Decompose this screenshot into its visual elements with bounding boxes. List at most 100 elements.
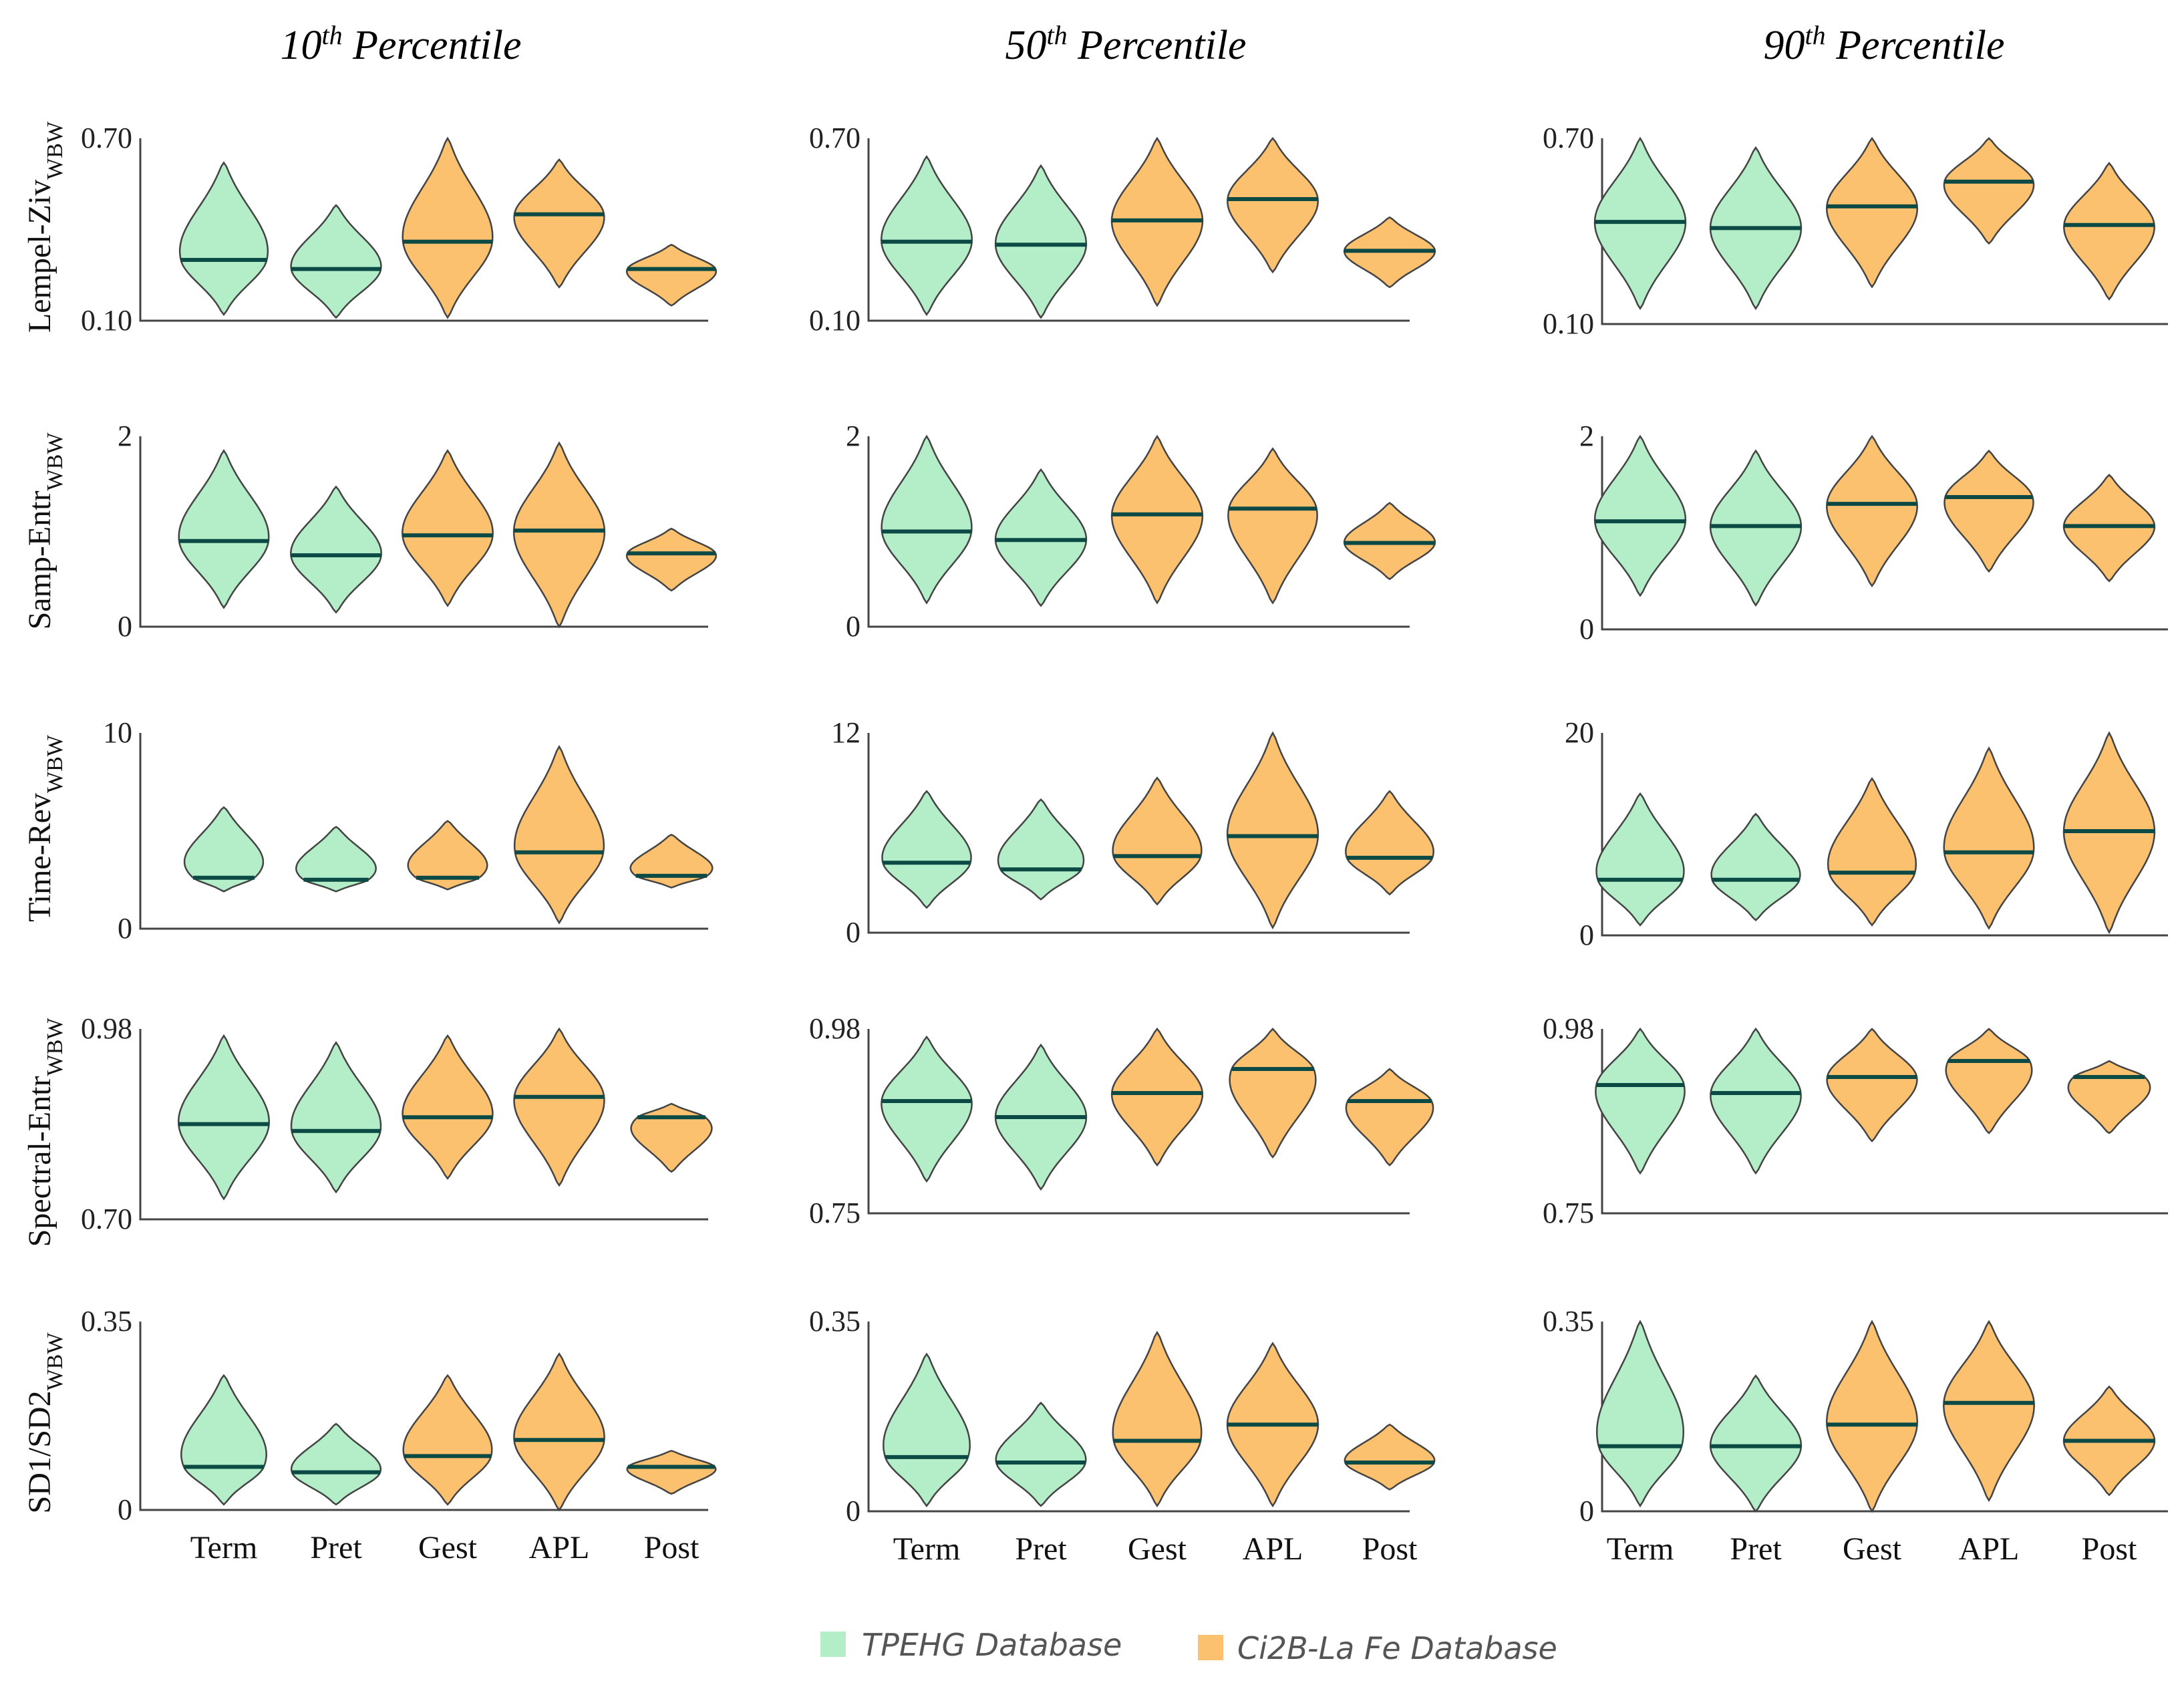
violin-post xyxy=(2067,1060,2151,1134)
panel-r4-c3: 0.98 0.75 xyxy=(1543,1012,2168,1229)
y-tick-label-top: 2 xyxy=(1579,420,1594,452)
y-tick-label-bottom: 0 xyxy=(118,1493,132,1526)
panel-axes xyxy=(867,1322,1410,1513)
violin-gest xyxy=(402,136,494,319)
category-label-apl: APL xyxy=(1959,1531,2020,1567)
violin-gest xyxy=(402,1374,493,1506)
violin-apl xyxy=(513,1027,605,1187)
panel-axes xyxy=(867,138,1410,322)
violin-gest xyxy=(1826,434,1918,588)
row-label-samp-entr: Samp-EntrWBW xyxy=(22,432,67,630)
violin-gest xyxy=(407,820,488,891)
category-label-post: Post xyxy=(1362,1531,1418,1567)
violin-term xyxy=(881,434,973,605)
panel-axes xyxy=(139,1029,708,1221)
panel-r2-c1: 20 xyxy=(118,420,718,643)
y-tick-label-top: 0.98 xyxy=(1543,1012,1594,1045)
violin-term xyxy=(880,155,973,317)
y-tick-label-top: 10 xyxy=(103,716,132,749)
panel-r3-c3: 20 0 xyxy=(1565,716,2168,951)
violin-apl xyxy=(1945,1028,2033,1134)
panel-axes xyxy=(867,733,1410,934)
violin-gest xyxy=(402,1034,494,1180)
y-tick-label-bottom: 0 xyxy=(1579,613,1594,645)
panel-r5-c3: 0.35 0 xyxy=(1543,1305,2168,1527)
panel-r1-c1: 0.70 0.10 xyxy=(81,122,718,337)
category-labels: Term Pret Gest APL Post Term Pret Gest APL Post Te… xyxy=(190,1530,2137,1567)
violin-gest xyxy=(1112,776,1203,906)
violin-post xyxy=(629,834,714,889)
column-title-90th: 90th Percentile xyxy=(1763,20,2004,68)
category-label-term: Term xyxy=(1607,1531,1674,1567)
row-label-time-rev: Time-RevWBW xyxy=(22,734,67,922)
panel-r2-c2: 20 xyxy=(846,420,1436,643)
y-tick-label-bottom: 0.10 xyxy=(809,304,861,337)
category-label-pret: Pret xyxy=(1015,1531,1067,1567)
violin-gest xyxy=(1112,1330,1203,1508)
violin-post xyxy=(625,243,718,307)
category-label-pret: Pret xyxy=(310,1530,362,1565)
panel-r2-c3: 20 xyxy=(1579,420,2168,645)
y-tick-label-top: 20 xyxy=(1565,716,1594,749)
violin-apl xyxy=(1229,1028,1317,1159)
category-label-post: Post xyxy=(644,1530,699,1565)
y-tick-label-bottom: 0 xyxy=(846,916,861,949)
legend-label-ci2b: Ci2B-La Fe Database xyxy=(1237,1630,1557,1666)
category-label-apl: APL xyxy=(529,1530,590,1565)
violin-apl xyxy=(1943,1320,2035,1503)
violin-gest xyxy=(1110,434,1204,605)
violin-pret xyxy=(290,1041,382,1194)
y-tick-label-bottom: 0 xyxy=(118,610,132,643)
y-tick-label-bottom: 0.75 xyxy=(809,1197,861,1229)
violin-pret xyxy=(1710,812,1801,922)
y-tick-label-top: 0.70 xyxy=(809,122,861,154)
column-title-50th: 50th Percentile xyxy=(1005,20,1246,68)
y-tick-label-top: 2 xyxy=(846,420,861,452)
column-title-10th: 10th Percentile xyxy=(280,20,521,68)
y-tick-label-top: 2 xyxy=(118,420,132,452)
y-tick-label-bottom: 0.10 xyxy=(81,304,132,337)
category-label-term: Term xyxy=(893,1531,961,1567)
violin-pret xyxy=(994,164,1088,319)
y-tick-label-bottom: 0.75 xyxy=(1543,1197,1594,1229)
category-label-pret: Pret xyxy=(1730,1531,1782,1567)
panel-axes xyxy=(867,436,1410,628)
panel-r4-c1: 0.98 0.70 xyxy=(81,1012,713,1235)
category-label-gest: Gest xyxy=(418,1530,478,1565)
violin-apl xyxy=(1226,731,1319,930)
violin-apl xyxy=(1943,746,2035,930)
violin-pret xyxy=(290,204,382,319)
legend-swatch-tpehg xyxy=(820,1632,846,1657)
y-tick-label-top: 12 xyxy=(831,716,861,749)
panel-axes xyxy=(139,733,708,930)
y-tick-label-top: 0.98 xyxy=(809,1012,861,1045)
panel-grid: 0.700.100.700.100.700.102020201001202000… xyxy=(81,122,2168,1527)
row-label-spectral-entr: Spectral-EntrWBW xyxy=(22,1018,67,1247)
violin-gest xyxy=(1826,1028,1918,1142)
panel-r3-c2: 12 0 xyxy=(831,716,1434,949)
y-tick-label-bottom: 0 xyxy=(846,1495,861,1527)
violin-pret xyxy=(290,485,382,614)
violin-gest xyxy=(402,449,494,607)
violin-pret xyxy=(995,1401,1087,1507)
violin-post xyxy=(626,1450,717,1495)
panel-r4-c2: 0.98 0.75 xyxy=(809,1012,1434,1229)
violin-gest xyxy=(1827,777,1917,927)
violin-term xyxy=(180,1374,267,1506)
violin-apl xyxy=(1943,137,2035,245)
violin-apl xyxy=(1227,137,1319,274)
violin-apl xyxy=(1227,447,1318,605)
panel-axes xyxy=(139,138,708,322)
y-tick-label-top: 0.98 xyxy=(81,1012,132,1045)
violin-apl xyxy=(513,158,605,289)
y-tick-label-top: 0.35 xyxy=(809,1305,861,1338)
violin-pret xyxy=(994,468,1088,607)
violin-gest xyxy=(1825,136,1919,289)
violin-post xyxy=(1345,790,1434,896)
y-tick-label-top: 0.35 xyxy=(81,1305,132,1338)
legend: TPEHG Database Ci2B-La Fe Database xyxy=(820,1627,1557,1666)
legend-swatch-ci2b xyxy=(1198,1635,1223,1660)
y-tick-label-bottom: 0.70 xyxy=(81,1203,132,1235)
y-tick-label-bottom: 0 xyxy=(846,610,861,643)
